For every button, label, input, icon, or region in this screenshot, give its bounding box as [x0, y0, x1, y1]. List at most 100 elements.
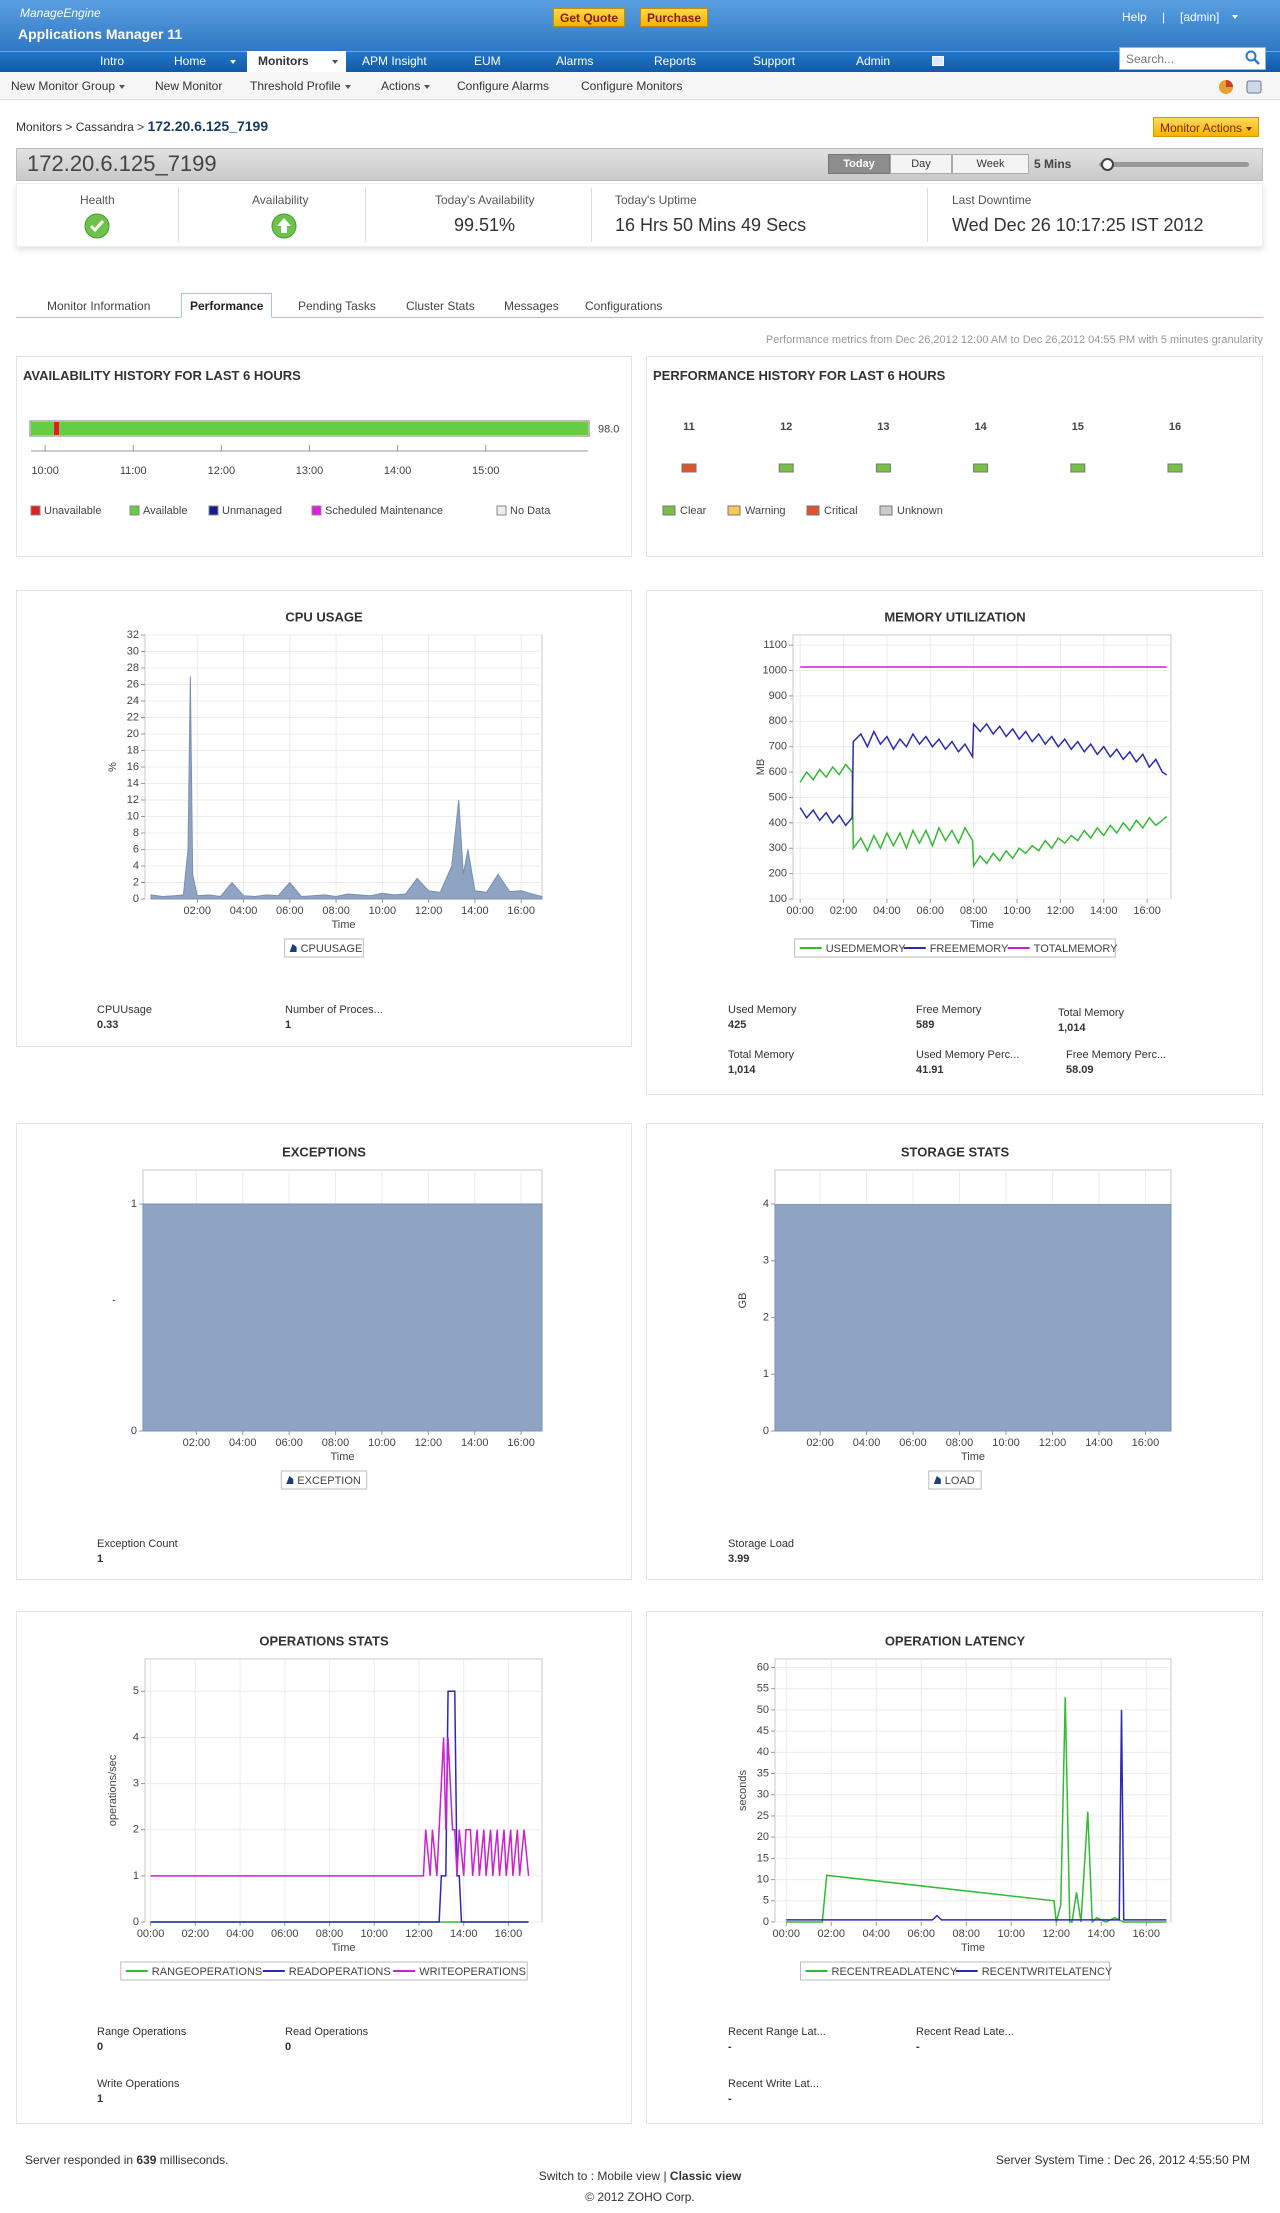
tab[interactable]: Configurations [585, 299, 663, 313]
nav-tab[interactable]: Alarms [556, 54, 594, 68]
interval-slider[interactable] [1099, 162, 1249, 167]
y-tick-label: 2 [133, 1824, 139, 1836]
x-tick-label: 04:00 [873, 905, 901, 917]
get-quote-button[interactable]: Get Quote [553, 8, 626, 27]
label[interactable]: Threshold Profile [250, 79, 341, 93]
period-button[interactable]: Day [890, 154, 952, 174]
summary-value: 99.51% [454, 215, 516, 235]
tab[interactable]: Messages [504, 299, 559, 313]
tab[interactable]: Cluster Stats [406, 299, 475, 313]
x-tick-label: 08:00 [322, 905, 350, 917]
purchase-button[interactable]: Purchase [640, 8, 709, 27]
x-tick-label: 14:00 [461, 905, 489, 917]
nav-tab[interactable]: Monitors [258, 54, 309, 68]
label[interactable]: New Monitor Group [11, 79, 116, 93]
nav-caret[interactable] [332, 60, 338, 64]
legend-label: FREEMEMORY [930, 943, 1009, 955]
legend-swatch [806, 505, 820, 516]
x-tick-label: 16:00 [507, 905, 535, 917]
interval-label: 5 Mins [1034, 157, 1072, 171]
nav-tab[interactable]: Admin [856, 54, 891, 68]
x-tick-label: 04:00 [226, 1928, 254, 1940]
nav-caret[interactable] [230, 60, 236, 64]
help-link[interactable]: Help [1122, 10, 1147, 24]
search-box[interactable]: Search... [1119, 47, 1266, 70]
mobile-view-link[interactable]: Mobile view [597, 2169, 661, 2183]
summary-label: Health [80, 193, 115, 207]
nav-tab[interactable]: EUM [474, 54, 501, 68]
legend-swatch [662, 505, 676, 516]
y-tick-label: 45 [757, 1725, 769, 1737]
slider-handle[interactable] [1101, 158, 1114, 171]
metric-value: 1,014 [728, 1064, 756, 1076]
sub-menu-item[interactable]: Threshold Profile [250, 79, 351, 93]
legend-label: EXCEPTION [297, 1475, 361, 1487]
nav-tab[interactable]: Support [753, 54, 796, 68]
x-tick-label: 02:00 [182, 1928, 210, 1940]
nav-tab[interactable]: Reports [654, 54, 697, 68]
caret [1246, 126, 1253, 131]
caret [119, 84, 126, 89]
legend-label: No Data [510, 505, 551, 517]
toolbar-icons[interactable] [1217, 78, 1267, 96]
nav-tab[interactable]: Intro [100, 54, 125, 68]
sub-menu-item[interactable]: Configure Alarms [457, 79, 550, 93]
legend-swatch [208, 505, 219, 516]
nav-icon[interactable] [932, 56, 944, 66]
tab[interactable]: Pending Tasks [298, 299, 376, 313]
label[interactable]: Actions [381, 79, 421, 93]
y-tick-label: 5 [133, 1685, 139, 1697]
metric-label: Recent Read Late... [916, 2026, 1014, 2038]
monitor-actions-button[interactable]: Monitor Actions [1153, 117, 1260, 137]
summary-label: Last Downtime [952, 193, 1032, 207]
y-tick-label: 15 [757, 1852, 769, 1864]
sub-menu-item[interactable]: New Monitor [155, 79, 223, 93]
x-tick-label: 00:00 [786, 905, 814, 917]
period-button[interactable]: Today [828, 154, 890, 174]
line [150, 1690, 529, 1923]
legend-label: LOAD [945, 1475, 975, 1487]
x-tick-label: 04:00 [853, 1437, 881, 1449]
search-icon[interactable] [1245, 50, 1261, 66]
summary-label: Availability [252, 193, 309, 207]
legend-box [794, 938, 1116, 958]
y-tick-label: 1100 [763, 639, 787, 651]
tab-underline [16, 317, 1263, 318]
x-axis-label: Time [331, 1942, 355, 1954]
legend-label: Warning [745, 505, 786, 517]
breadcrumb-link[interactable]: Monitors [16, 120, 63, 134]
metric-label: Used Memory Perc... [916, 1049, 1020, 1061]
x-tick-label: 10:00 [992, 1437, 1020, 1449]
x-tick-label: 06:00 [899, 1437, 927, 1449]
legend-label: READOPERATIONS [289, 1966, 391, 1978]
x-tick-label: 13:00 [296, 465, 324, 477]
y-tick-label: 20 [757, 1831, 769, 1843]
y-tick-label: 40 [757, 1746, 769, 1758]
label[interactable]: Monitor Actions [1160, 121, 1243, 135]
active-tab[interactable]: Performance [181, 293, 273, 318]
user-menu[interactable]: [admin] [1180, 10, 1220, 24]
legend-swatch [30, 505, 41, 516]
summary-value: Wed Dec 26 10:17:25 IST 2012 [952, 215, 1204, 235]
nav-tab[interactable]: Home [174, 54, 207, 68]
x-tick-label: 06:00 [276, 905, 304, 917]
legend-label: RECENTWRITELATENCY [982, 1966, 1113, 1978]
y-tick-label: 0 [763, 1916, 769, 1928]
sub-menu-item[interactable]: Actions [381, 79, 431, 93]
sub-menu-item[interactable]: Configure Monitors [581, 79, 683, 93]
hour-label: 12 [780, 421, 792, 433]
classic-view-link[interactable]: Classic view [669, 2169, 742, 2183]
x-tick-label: 14:00 [461, 1437, 489, 1449]
nav-tab[interactable]: APM Insight [362, 54, 427, 68]
hour-label: 16 [1169, 421, 1181, 433]
y-tick-label: 22 [127, 711, 139, 723]
breadcrumb: Monitors > Cassandra > 172.20.6.125_7199 [16, 118, 268, 134]
sub-menu-item[interactable]: New Monitor Group [11, 79, 126, 93]
metric-value: 0 [285, 2041, 292, 2053]
period-button[interactable]: Week [952, 154, 1029, 174]
y-tick-label: 0 [763, 1425, 769, 1437]
metric-value: 3.99 [728, 1553, 750, 1565]
legend-label: Clear [680, 505, 707, 517]
breadcrumb-link[interactable]: Cassandra [75, 120, 134, 134]
tab[interactable]: Monitor Information [47, 299, 151, 313]
